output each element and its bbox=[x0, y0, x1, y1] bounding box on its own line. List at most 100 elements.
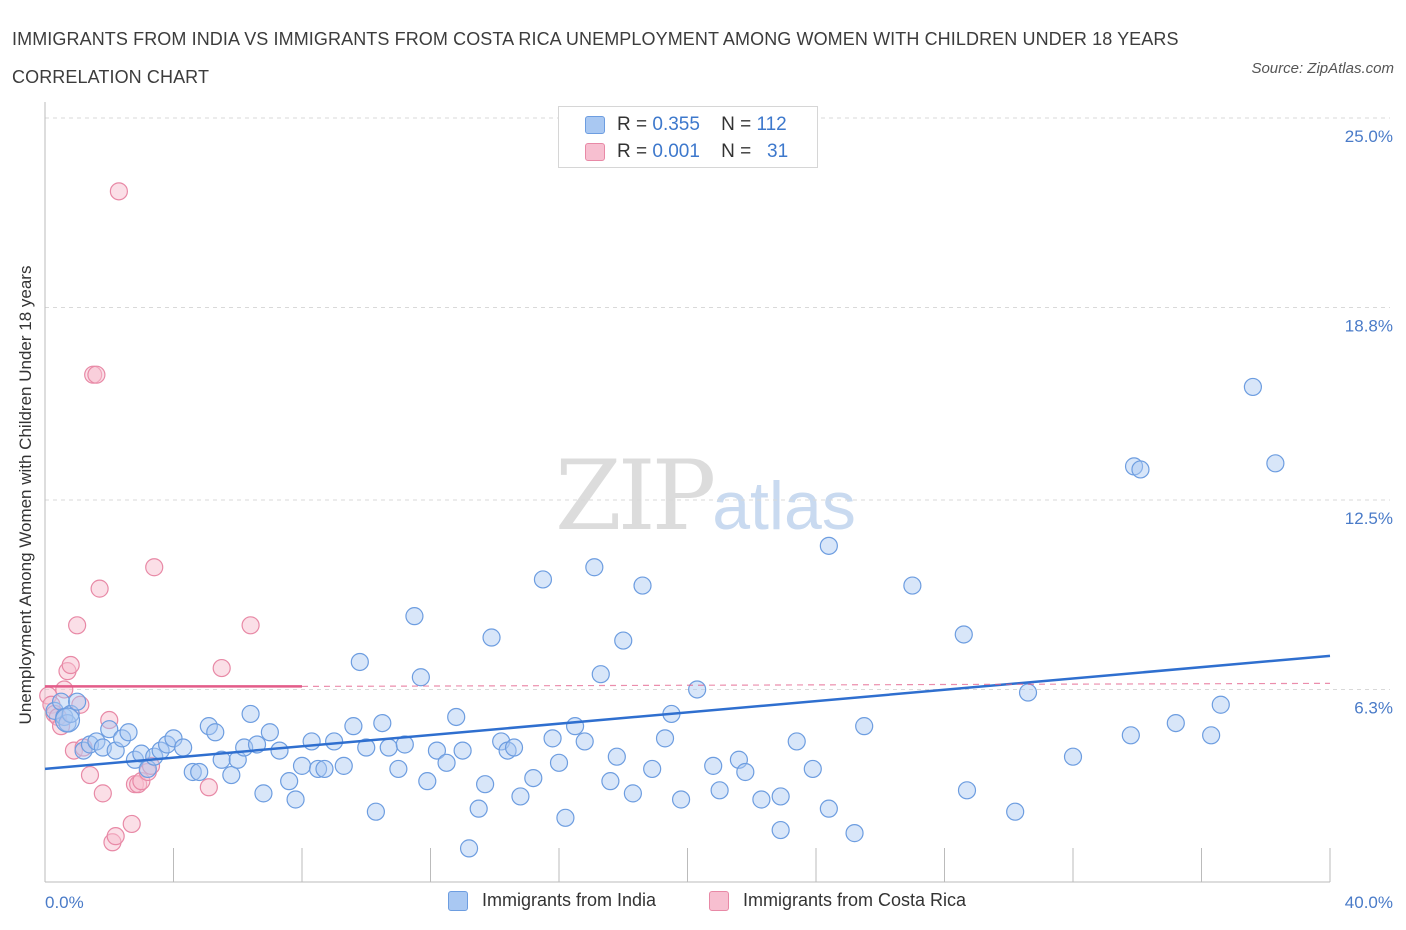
india-point bbox=[54, 707, 81, 733]
india-point bbox=[752, 790, 771, 809]
stats-legend: R = 0.355 N = 112 R = 0.001 N = 31 bbox=[558, 106, 818, 168]
series-legend: Immigrants from India Immigrants from Co… bbox=[0, 890, 1406, 916]
india-point bbox=[1006, 802, 1025, 821]
costa-rica-point bbox=[90, 579, 109, 598]
trend-lines bbox=[44, 654, 1331, 771]
india-point bbox=[504, 738, 524, 757]
india-point bbox=[591, 665, 610, 684]
india-point bbox=[688, 680, 707, 699]
costa-rica-point bbox=[199, 778, 218, 797]
stats-legend-row-india: R = 0.355 N = 112 bbox=[585, 112, 787, 138]
tick-labels: 6.3% 12.5% 18.8% 25.0% 0.0% 40.0% bbox=[45, 127, 1393, 912]
india-trend-line bbox=[44, 654, 1331, 771]
n-label: N = bbox=[721, 114, 752, 135]
india-point bbox=[1063, 747, 1083, 766]
india-point bbox=[655, 729, 675, 748]
legend-label: Immigrants from India bbox=[482, 890, 657, 910]
r-value: 0.355 bbox=[652, 114, 700, 135]
costa-rica-point bbox=[87, 365, 106, 384]
india-point bbox=[787, 732, 806, 751]
india-point bbox=[206, 723, 225, 742]
india-point bbox=[405, 607, 424, 626]
grid-layer bbox=[45, 117, 1390, 690]
costa-rica-point bbox=[61, 655, 80, 675]
india-point bbox=[453, 741, 472, 760]
india-point bbox=[585, 558, 604, 577]
india-point bbox=[1266, 454, 1285, 473]
watermark-atlas: atlas bbox=[712, 468, 856, 544]
india-point bbox=[482, 628, 501, 647]
india-point bbox=[771, 820, 790, 840]
india-point bbox=[845, 824, 864, 843]
india-point bbox=[803, 759, 822, 779]
india-point bbox=[1166, 713, 1185, 733]
india-point bbox=[308, 759, 328, 779]
india-point bbox=[325, 732, 344, 751]
india-point bbox=[447, 707, 466, 727]
india-points bbox=[45, 377, 1285, 858]
india-point bbox=[601, 772, 620, 791]
india-point bbox=[855, 717, 874, 736]
costa-rica-point bbox=[71, 695, 90, 714]
india-point bbox=[222, 765, 241, 785]
chart-title: IMMIGRANTS FROM INDIA VS IMMIGRANTS FROM… bbox=[12, 29, 1179, 87]
india-point bbox=[411, 668, 430, 687]
india-point bbox=[286, 790, 305, 809]
r-label: R = bbox=[617, 141, 648, 162]
india-point bbox=[183, 762, 202, 782]
india-point bbox=[1211, 695, 1230, 714]
india-point bbox=[395, 735, 414, 754]
legend-item-india: Immigrants from India bbox=[448, 890, 656, 911]
india-point bbox=[736, 762, 755, 782]
india-point bbox=[1131, 460, 1150, 479]
legend-label: Immigrants from Costa Rica bbox=[743, 890, 967, 910]
x-tick-label: 0.0% bbox=[45, 893, 84, 912]
india-point bbox=[260, 723, 279, 742]
costa-rica-swatch bbox=[585, 143, 605, 161]
india-point bbox=[350, 652, 369, 672]
india-point bbox=[344, 717, 363, 736]
axis-layer bbox=[44, 102, 1331, 883]
costa-rica-point bbox=[122, 814, 141, 834]
india-point bbox=[212, 750, 231, 769]
india-point bbox=[292, 756, 312, 775]
costa-rica-point bbox=[145, 558, 164, 577]
india-point bbox=[1243, 377, 1263, 397]
india-point bbox=[533, 570, 553, 589]
n-value: 31 bbox=[767, 141, 789, 162]
india-point bbox=[524, 768, 543, 788]
y-tick-label: 6.3% bbox=[1354, 698, 1393, 717]
watermark-zip: ZIP bbox=[555, 440, 716, 552]
stats-legend-row-costa-rica: R = 0.001 N = 31 bbox=[585, 139, 788, 165]
india-point bbox=[469, 799, 488, 818]
india-point bbox=[819, 536, 838, 555]
india-point bbox=[633, 576, 652, 595]
india-point bbox=[418, 772, 437, 791]
india-point bbox=[623, 784, 642, 803]
r-label: R = bbox=[617, 114, 648, 135]
costa-rica-point bbox=[93, 784, 112, 803]
n-label: N = bbox=[721, 141, 752, 162]
costa-rica-trend-extension bbox=[301, 682, 1331, 688]
y-tick-label: 25.0% bbox=[1345, 127, 1393, 146]
india-swatch bbox=[585, 116, 605, 134]
india-point bbox=[366, 802, 385, 821]
costa-rica-point bbox=[241, 616, 260, 635]
india-point bbox=[1202, 726, 1221, 745]
india-point bbox=[302, 732, 321, 751]
india-point bbox=[459, 839, 479, 858]
india-point bbox=[119, 723, 138, 742]
india-point bbox=[1018, 683, 1038, 702]
costa-rica-point bbox=[80, 765, 100, 785]
costa-rica-point bbox=[68, 616, 87, 635]
india-point bbox=[68, 692, 87, 711]
india-point bbox=[373, 713, 392, 733]
costa-rica-point bbox=[212, 658, 231, 678]
india-point bbox=[710, 781, 729, 800]
costa-rica-swatch bbox=[709, 890, 729, 911]
india-point bbox=[957, 781, 977, 800]
india-point bbox=[476, 775, 495, 794]
india-point bbox=[1121, 726, 1140, 745]
costa-rica-point bbox=[100, 710, 119, 730]
